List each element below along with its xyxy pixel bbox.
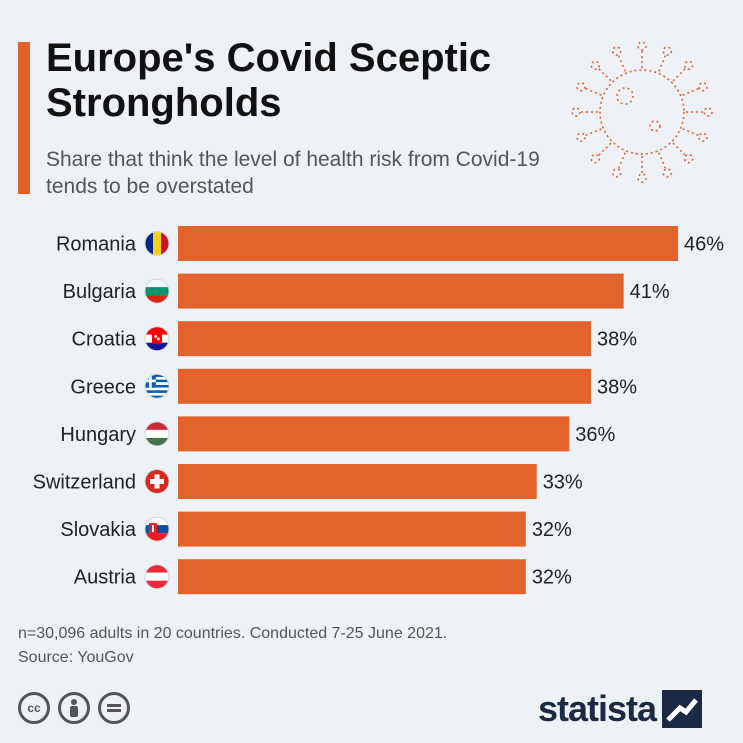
data-label: 41%: [630, 281, 670, 303]
data-label: 38%: [597, 376, 637, 398]
data-label: 32%: [532, 567, 572, 589]
bulgaria-flag-icon: [144, 278, 170, 304]
data-label: 36%: [575, 424, 615, 446]
bar-croatia: [178, 321, 592, 357]
source-note: Source: YouGov: [18, 649, 134, 666]
romania-flag-icon: [144, 231, 170, 256]
category-label: Hungary: [60, 424, 136, 446]
austria-flag-icon: [144, 564, 170, 590]
category-label: Switzerland: [33, 472, 136, 494]
sample-note: n=30,096 adults in 20 countries. Conduct…: [18, 625, 448, 642]
category-label: Romania: [56, 234, 137, 256]
hungary-flag-icon: [144, 421, 170, 447]
category-label: Croatia: [72, 329, 137, 351]
category-label: Austria: [74, 567, 137, 589]
greece-flag-icon: [144, 373, 170, 399]
data-label: 46%: [684, 234, 724, 256]
footnote: n=30,096 adults in 20 countries. Conduct…: [18, 622, 638, 670]
no-derivatives-icon[interactable]: [98, 692, 130, 724]
bar-greece: [178, 368, 592, 404]
brand-name: statista: [538, 688, 657, 729]
bar-austria: [178, 559, 526, 595]
bar-bulgaria: [178, 273, 624, 309]
statista-brand[interactable]: statista: [538, 688, 703, 730]
croatia-flag-icon: [144, 326, 170, 352]
slovakia-flag-icon: [144, 516, 170, 542]
data-label: 38%: [597, 329, 637, 351]
bar-romania: [178, 226, 678, 261]
license-icons: cc: [18, 692, 130, 724]
data-label: 32%: [532, 519, 572, 541]
bar-slovakia: [178, 511, 526, 547]
category-label: Greece: [70, 376, 136, 398]
page-subtitle: Share that think the level of health ris…: [46, 148, 540, 198]
category-label: Bulgaria: [63, 281, 137, 303]
data-label: 33%: [543, 472, 583, 494]
title-accent-bar: [18, 42, 30, 194]
page-title: Europe's Covid Sceptic Strongholds: [46, 36, 492, 125]
attribution-icon[interactable]: [58, 692, 90, 724]
switzerland-flag-icon: [144, 469, 170, 494]
virus-icon: [571, 41, 713, 183]
bar-switzerland: [178, 464, 537, 499]
category-label: Slovakia: [60, 519, 136, 541]
creative-commons-icon[interactable]: cc: [18, 692, 50, 724]
statista-logo-icon: [662, 690, 703, 728]
bar-hungary: [178, 416, 570, 452]
